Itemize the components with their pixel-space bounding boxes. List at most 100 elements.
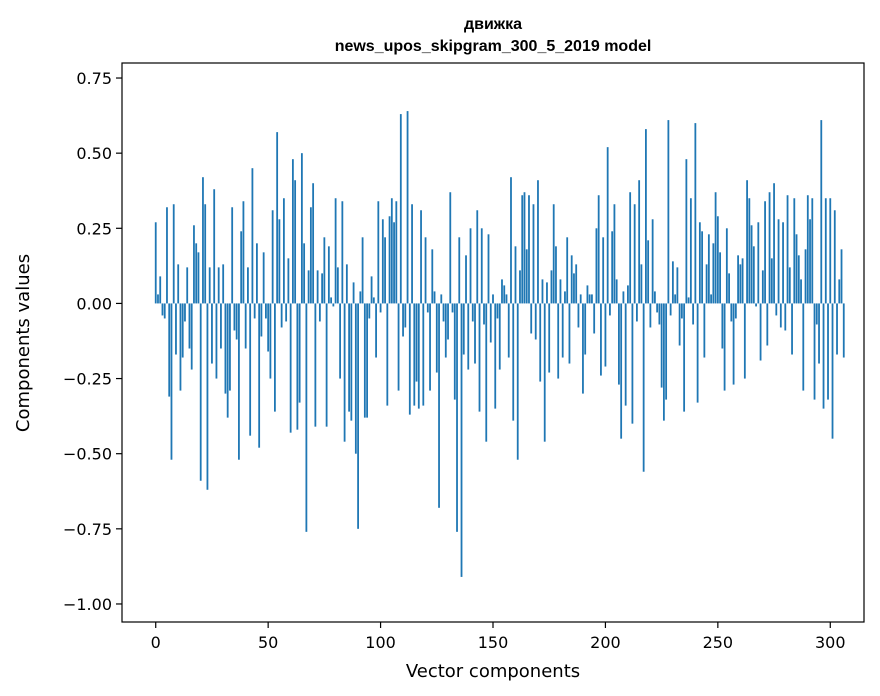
x-axis-ticks: 0 50 100 150 200 250 300 [151,622,846,652]
bar-62 [294,180,297,304]
bar-207 [620,303,623,439]
bar-265 [750,225,753,304]
bar-225 [660,303,663,388]
bar-181 [561,303,564,358]
bar-0 [154,222,157,304]
bar-7 [170,303,173,460]
bar-14 [186,267,189,304]
bar-49 [265,303,267,319]
bar-219 [647,240,650,304]
bar-146 [483,303,485,325]
bar-143 [476,210,479,304]
bar-243 [701,231,704,304]
bar-144 [478,303,481,412]
bar-240 [694,123,697,304]
bar-205 [615,279,618,304]
bar-250 [716,216,719,304]
bar-83 [341,201,344,304]
bar-203 [611,231,614,304]
x-tick-label-0: 0 [151,633,161,652]
bar-136 [460,303,463,577]
bar-79 [332,303,335,307]
bar-26 [213,189,216,304]
bar-270 [761,270,764,304]
bar-241 [696,303,699,403]
bar-63 [296,303,299,430]
x-tick-label-3: 150 [478,633,509,652]
bar-34 [231,207,234,304]
bar-251 [719,252,721,304]
bar-29 [220,303,222,349]
bar-23 [206,303,209,490]
bar-152 [496,303,499,319]
y-tick-label-5: −0.50 [63,445,112,464]
bar-288 [802,303,805,391]
bar-22 [204,204,207,304]
bar-30 [222,264,225,304]
bar-140 [469,228,472,304]
bar-224 [658,303,661,325]
bar-189 [579,294,582,304]
bar-184 [568,303,571,364]
bar-183 [566,237,569,304]
bar-114 [411,204,413,304]
bar-1 [157,294,159,304]
bar-89 [354,303,357,454]
bar-174 [546,282,548,304]
bar-202 [609,303,611,316]
bar-70 [312,183,315,304]
bar-180 [559,279,562,304]
bar-195 [593,303,596,334]
bar-218 [645,129,647,304]
bar-40 [244,303,247,349]
bar-118 [420,210,422,304]
bar-172 [541,279,544,304]
bar-161 [516,303,519,460]
bar-190 [582,303,584,394]
bar-254 [725,228,728,304]
bar-126 [438,303,440,508]
bar-237 [687,297,690,304]
bar-142 [474,303,476,364]
bar-137 [462,303,465,355]
bar-110 [402,303,404,337]
bar-283 [791,303,793,355]
bar-239 [692,303,695,325]
bar-18 [195,243,198,304]
bar-20 [199,303,202,481]
bar-148 [487,234,490,304]
plot-frame [121,62,865,623]
bar-119 [422,303,425,406]
bar-150 [492,294,494,304]
bar-80 [334,198,337,304]
bar-4 [163,303,166,319]
bar-2 [159,276,162,304]
bar-248 [712,243,715,304]
bar-221 [651,219,654,304]
bar-72 [316,270,319,304]
bar-173 [543,303,546,442]
bar-108 [397,303,400,391]
bar-59 [287,258,290,304]
bar-33 [229,303,231,391]
bar-208 [622,291,625,304]
bar-101 [381,219,384,304]
bar-167 [530,303,533,334]
bar-182 [564,291,566,304]
bar-216 [640,264,643,304]
bar-90 [357,303,359,529]
bar-278 [779,303,782,328]
bar-272 [766,303,769,346]
bar-99 [377,201,380,304]
bar-169 [534,303,537,340]
bar-100 [379,303,382,313]
bar-199 [602,237,605,304]
bar-68 [307,270,310,304]
bar-262 [743,303,746,379]
bar-201 [606,147,609,304]
bar-235 [683,303,686,412]
bar-113 [408,303,411,415]
bar-65 [300,153,303,304]
bar-267 [755,303,757,307]
